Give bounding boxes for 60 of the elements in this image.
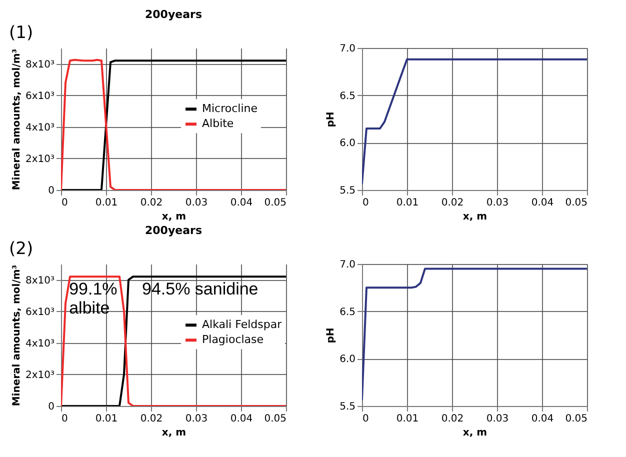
legend-label: Plagioclase: [202, 333, 264, 346]
legend-label: Alkali Feldspar: [202, 318, 282, 332]
x-tick-label: 0.01: [95, 198, 118, 208]
x-tick-label: 0.02: [140, 198, 163, 208]
y-tick-label: 7.0: [340, 260, 356, 270]
x-tick-label: 0.01: [95, 414, 118, 424]
y-tick-label: 5.5: [340, 402, 356, 412]
line-series: [362, 58, 587, 184]
x-tick-label: 0.03: [185, 414, 208, 424]
x-axis-title: x, m: [462, 212, 488, 222]
x-tick-label: 0: [62, 414, 68, 424]
text: (2): [9, 239, 34, 259]
x-tick-label: 0.04: [230, 198, 253, 208]
x-tick-label: 0.05: [264, 198, 286, 208]
y-tick-label: 4x10³: [25, 338, 54, 350]
x-tick-label: 0.03: [185, 198, 208, 208]
x-tick-label: 0.01: [396, 414, 419, 424]
chart-title: 200years: [145, 8, 202, 21]
y-tick-label: 6.5: [340, 306, 356, 318]
text: (1): [9, 23, 34, 43]
y-axis-title: pH: [326, 328, 337, 344]
x-axis-title: x, m: [162, 212, 186, 222]
x-tick-label: 0.02: [140, 414, 163, 424]
x-tick-label: 0.04: [531, 198, 554, 208]
y-tick-label: 4x10³: [25, 122, 54, 134]
x-tick-label: 0.04: [531, 414, 554, 424]
y-axis-title: Mineral amounts, mol/m³: [11, 264, 22, 406]
x-tick-label: 0.01: [396, 198, 419, 208]
y-tick-label: 6x10³: [25, 90, 54, 102]
x-axis-title: x, m: [462, 428, 488, 438]
x-tick-label: 0.05: [264, 414, 286, 424]
y-tick-label: 6x10³: [25, 306, 54, 318]
x-tick-label: 0.03: [486, 198, 509, 208]
x-tick-label: 0.05: [565, 198, 588, 208]
y-tick-label: 5.5: [340, 186, 356, 196]
x-tick-label: 0: [362, 198, 369, 208]
y-tick-label: 6.0: [340, 354, 356, 366]
y-tick-label: 8x10³: [25, 59, 54, 70]
line-series: [362, 268, 587, 400]
y-tick-label: 7.0: [340, 44, 356, 54]
x-tick-label: 0.03: [486, 414, 509, 424]
legend-label: Microcline: [202, 102, 258, 116]
y-axis-title: pH: [326, 112, 337, 128]
x-tick-label: 0.04: [230, 414, 253, 424]
x-tick-label: 0.02: [441, 198, 464, 208]
x-axis-title: x, m: [162, 428, 186, 438]
chart-title: 200years: [145, 224, 202, 237]
y-tick-label: 2x10³: [25, 154, 54, 165]
legend-label: Albite: [202, 117, 234, 130]
y-axis-title: Mineral amounts, mol/m³: [11, 48, 22, 190]
y-tick-label: 0: [48, 186, 54, 196]
x-tick-label: 0.05: [565, 414, 588, 424]
x-tick-label: 0: [362, 414, 369, 424]
y-tick-label: 2x10³: [25, 370, 54, 381]
y-tick-label: 8x10³: [25, 275, 54, 286]
x-tick-label: 0.02: [441, 414, 464, 424]
y-tick-label: 6.0: [340, 138, 356, 150]
x-tick-label: 0: [62, 198, 68, 208]
y-tick-label: 6.5: [340, 90, 356, 102]
y-tick-label: 0: [48, 402, 54, 412]
